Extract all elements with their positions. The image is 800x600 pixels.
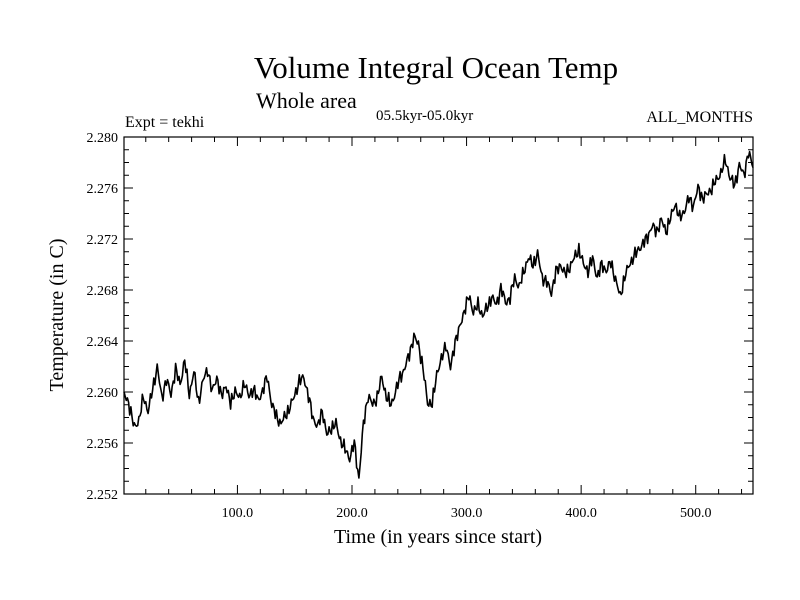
y-tick-label: 2.252 bbox=[87, 488, 119, 503]
y-tick-label: 2.260 bbox=[87, 386, 119, 401]
x-tick-label: 500.0 bbox=[680, 506, 712, 521]
plot-frame bbox=[123, 136, 754, 495]
x-tick-label: 300.0 bbox=[451, 506, 483, 521]
y-tick-label: 2.264 bbox=[87, 335, 119, 350]
y-axis-label: Temperature (in C) bbox=[46, 239, 68, 392]
plot-area: 2.252 2.256 2.260 2.264 2.268 2.272 2.276 2.280… bbox=[87, 131, 754, 521]
y-tick-label: 2.280 bbox=[87, 131, 119, 146]
y-tick-label: 2.268 bbox=[87, 284, 119, 299]
experiment-label: Expt = tekhi bbox=[125, 114, 205, 131]
x-tick-label: 200.0 bbox=[336, 506, 368, 521]
x-tick-label: 100.0 bbox=[222, 506, 254, 521]
y-tick-label: 2.276 bbox=[87, 182, 119, 197]
months-label: ALL_MONTHS bbox=[646, 109, 753, 126]
y-tick-label: 2.256 bbox=[87, 437, 119, 452]
series-line bbox=[123, 150, 754, 479]
y-tick-label: 2.272 bbox=[87, 233, 119, 248]
x-tick-label: 400.0 bbox=[565, 506, 597, 521]
period-label: 05.5kyr-05.0kyr bbox=[376, 108, 473, 124]
chart-title: Volume Integral Ocean Temp bbox=[254, 50, 618, 85]
x-axis-label: Time (in years since start) bbox=[334, 526, 542, 548]
chart-subtitle: Whole area bbox=[256, 88, 357, 113]
